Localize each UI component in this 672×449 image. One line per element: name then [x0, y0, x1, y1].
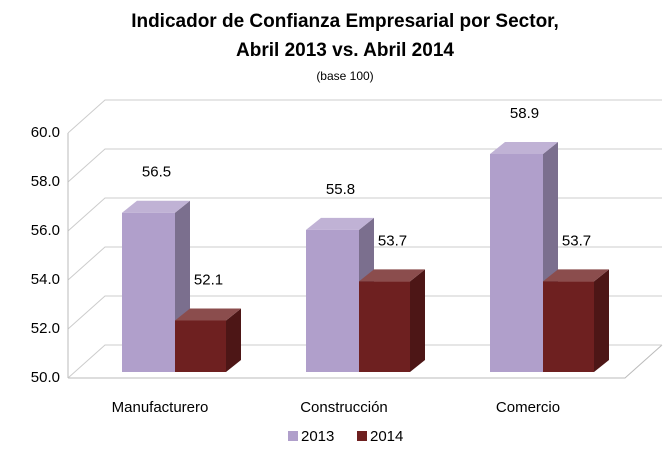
x-tick-label: Construcción: [300, 399, 388, 416]
y-tick-label: 58.0: [31, 173, 60, 190]
legend-swatch: [357, 431, 367, 441]
y-tick-label: 60.0: [31, 124, 60, 141]
grid-line: [67, 148, 662, 183]
y-tick-label: 54.0: [31, 271, 60, 288]
bar-top: [122, 200, 190, 213]
y-tick-label: 52.0: [31, 320, 60, 337]
legend-label: 2014: [370, 428, 403, 445]
x-tick-label: Comercio: [496, 399, 560, 416]
grid-line: [67, 246, 662, 281]
x-tick-label: Manufacturero: [112, 399, 209, 416]
bar-side: [594, 269, 609, 372]
data-label: 56.5: [142, 164, 171, 181]
bar-top: [543, 269, 609, 282]
chart-title: Abril 2013 vs. Abril 2014: [236, 40, 454, 61]
bar-front: [490, 153, 543, 372]
data-label: 58.9: [510, 105, 539, 122]
bar-front: [175, 320, 226, 372]
floor: [68, 344, 663, 379]
bar-top: [359, 269, 425, 282]
y-tick-label: 50.0: [31, 369, 60, 386]
bar-top: [490, 141, 558, 154]
bar-front: [359, 281, 410, 372]
grid-line: [67, 197, 662, 232]
legend-swatch: [288, 431, 298, 441]
bar-front: [306, 229, 359, 372]
grid-line: [67, 295, 662, 330]
bar-front: [122, 212, 175, 372]
bar-side: [410, 269, 425, 372]
chart-title: Indicador de Confianza Empresarial por S…: [131, 11, 559, 32]
bar: [543, 269, 609, 372]
bar-top: [175, 308, 241, 321]
legend-label: 2013: [301, 428, 334, 445]
bar-top: [306, 217, 374, 230]
bar: [175, 308, 241, 372]
data-label: 52.1: [194, 272, 223, 289]
y-tick-label: 56.0: [31, 222, 60, 239]
bar-front: [543, 281, 594, 372]
chart-subtitle: (base 100): [316, 69, 373, 83]
data-label: 53.7: [562, 232, 591, 249]
grid-line: [67, 99, 662, 134]
bar: [359, 269, 425, 372]
data-label: 53.7: [378, 232, 407, 249]
grid-line: [67, 344, 662, 379]
data-label: 55.8: [326, 181, 355, 198]
bar-side: [226, 308, 241, 372]
